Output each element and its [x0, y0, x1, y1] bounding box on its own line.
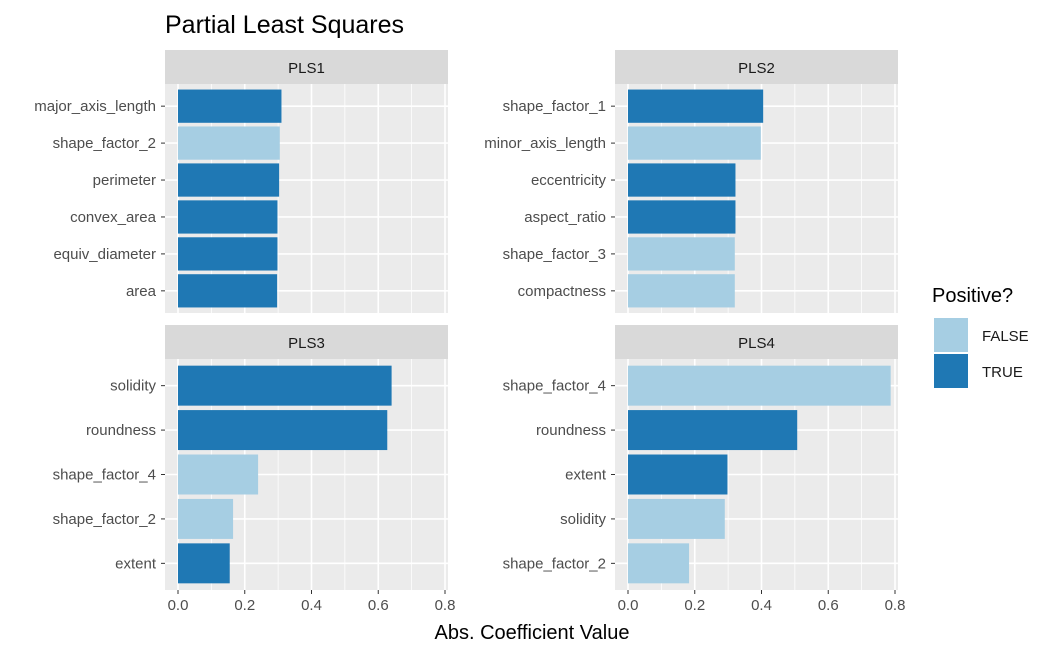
facet-strip: [615, 50, 898, 84]
x-tick-label: 0.4: [301, 597, 322, 614]
x-tick-label: 0.2: [234, 597, 255, 614]
y-tick-label: shape_factor_1: [503, 98, 606, 115]
y-tick-label: compactness: [518, 283, 606, 300]
facet-pls1: PLS1 major_axis_length shape_factor_2perim…: [34, 50, 448, 313]
facet-pls3: PLS3 solidity roundness shape_factor_4shape…: [53, 325, 456, 614]
bar-roundness: [178, 410, 388, 451]
facet-pls4: PLS4 shape_factor_4 roundness extent solidit…: [503, 325, 906, 614]
bar-eccentricity: [628, 163, 736, 197]
y-tick-label: perimeter: [93, 172, 156, 189]
bar-shape-factor-2: [628, 543, 690, 584]
x-axis-title: Abs. Coefficient Value: [435, 622, 630, 644]
x-tick-label: 0.8: [885, 597, 906, 614]
bar-shape-factor-2: [178, 498, 234, 539]
bar-solidity: [178, 365, 392, 406]
bar-extent: [628, 454, 728, 495]
x-tick-label: 0.0: [618, 597, 639, 614]
y-tick-label: equiv_diameter: [53, 246, 156, 263]
y-tick-label: shape_factor_4: [53, 467, 156, 484]
x-tick-label: 0.0: [168, 597, 189, 614]
facet-strip: [615, 325, 898, 359]
facet-strip-label: PLS2: [738, 60, 775, 77]
legend-label-true: TRUE: [982, 364, 1023, 381]
bar-shape-factor-1: [628, 89, 764, 123]
bar-equiv-diameter: [178, 237, 278, 271]
legend-key-false: [934, 318, 968, 352]
bar-minor-axis-length: [628, 126, 761, 160]
legend-key-true: [934, 354, 968, 388]
legend: Positive? FALSE TRUE: [932, 285, 1029, 388]
legend-label-false: FALSE: [982, 328, 1029, 345]
y-tick-label: roundness: [86, 422, 156, 439]
bar-shape-factor-2: [178, 126, 280, 160]
bar-area: [178, 274, 278, 308]
y-tick-label: shape_factor_2: [503, 555, 606, 572]
y-tick-label: shape_factor_2: [53, 135, 156, 152]
bar-shape-factor-3: [628, 237, 735, 271]
facet-strip-label: PLS4: [738, 335, 775, 352]
y-tick-label: area: [126, 283, 157, 300]
x-tick-label: 0.6: [368, 597, 389, 614]
bar-aspect-ratio: [628, 200, 736, 234]
chart-title: Partial Least Squares: [165, 11, 404, 39]
x-tick-label: 0.2: [684, 597, 705, 614]
y-tick-label: roundness: [536, 422, 606, 439]
y-tick-label: aspect_ratio: [524, 209, 606, 226]
x-tick-label: 0.8: [435, 597, 456, 614]
bar-compactness: [628, 274, 735, 308]
bar-perimeter: [178, 163, 280, 197]
bar-solidity: [628, 498, 725, 539]
y-tick-label: extent: [565, 467, 607, 484]
x-tick-label: 0.4: [751, 597, 772, 614]
y-tick-label: extent: [115, 555, 157, 572]
y-tick-label: shape_factor_2: [53, 511, 156, 528]
bar-major-axis-length: [178, 89, 282, 123]
facet-panels: PLS1major_axis_lengthshape_factor_2perim…: [34, 50, 905, 614]
y-tick-label: shape_factor_4: [503, 378, 606, 395]
y-tick-label: convex_area: [70, 209, 157, 226]
legend-title: Positive?: [932, 285, 1013, 307]
y-tick-label: minor_axis_length: [484, 135, 606, 152]
facet-strip: [165, 50, 448, 84]
y-tick-label: major_axis_length: [34, 98, 156, 115]
facet-pls2: PLS2 shape_factor_1 minor_axis_lengtheccen…: [484, 50, 898, 313]
facet-strip: [165, 325, 448, 359]
facet-strip-label: PLS3: [288, 335, 325, 352]
bar-convex-area: [178, 200, 278, 234]
y-tick-label: solidity: [560, 511, 606, 528]
facet-strip-label: PLS1: [288, 60, 325, 77]
y-tick-label: shape_factor_3: [503, 246, 606, 263]
bar-extent: [178, 543, 230, 584]
bar-roundness: [628, 410, 798, 451]
y-tick-label: solidity: [110, 378, 156, 395]
x-tick-label: 0.6: [818, 597, 839, 614]
bar-shape-factor-4: [178, 454, 259, 495]
bar-shape-factor-4: [628, 365, 891, 406]
y-tick-label: eccentricity: [531, 172, 607, 189]
